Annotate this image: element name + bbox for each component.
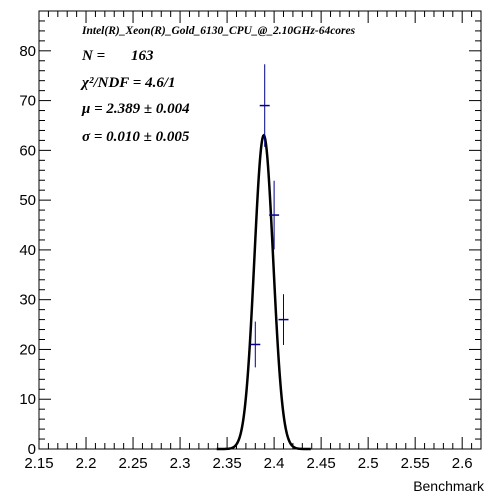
stat-chi2: χ²/NDF = 4.6/1 [80, 75, 176, 91]
y-tick-label: 80 [19, 43, 36, 60]
x-axis-ticks: 2.15 2.2 2.25 2.3 2.35 2.4 2.45 2.5 2.55 2.6 [24, 11, 473, 472]
chart-title: Intel(R)_Xeon(R)_Gold_6130_CPU_@_2.10GHz… [81, 25, 356, 37]
stat-n-value: 163 [131, 48, 154, 64]
stat-mu: μ = 2.389 ± 0.004 [81, 101, 190, 117]
x-tick-label: 2.5 [358, 455, 379, 472]
x-tick-label: 2.3 [170, 455, 191, 472]
y-tick-label: 70 [19, 93, 36, 110]
y-tick-label: 10 [19, 391, 36, 408]
x-axis-title: Benchmark [413, 478, 485, 494]
x-tick-label: 2.15 [24, 455, 53, 472]
data-points-group [250, 64, 289, 368]
gaussian-fit-curve [216, 133, 311, 451]
y-tick-label: 60 [19, 142, 36, 159]
fit-curve-group [216, 133, 311, 451]
x-tick-label: 2.55 [401, 455, 430, 472]
y-tick-label: 40 [19, 242, 36, 259]
x-tick-label: 2.6 [452, 455, 473, 472]
y-tick-label: 0 [28, 441, 36, 458]
y-axis-ticks: 0 10 20 30 40 50 60 70 80 [19, 20, 481, 458]
stat-sigma: σ = 0.010 ± 0.005 [82, 129, 190, 145]
stat-n-label: N = [81, 48, 105, 64]
y-tick-label: 20 [19, 341, 36, 358]
x-tick-label: 2.2 [76, 455, 97, 472]
x-tick-label: 2.4 [264, 455, 285, 472]
y-tick-label: 30 [19, 292, 36, 309]
x-tick-label: 2.45 [307, 455, 336, 472]
x-tick-label: 2.25 [118, 455, 147, 472]
y-tick-label: 50 [19, 192, 36, 209]
x-tick-label: 2.35 [212, 455, 241, 472]
